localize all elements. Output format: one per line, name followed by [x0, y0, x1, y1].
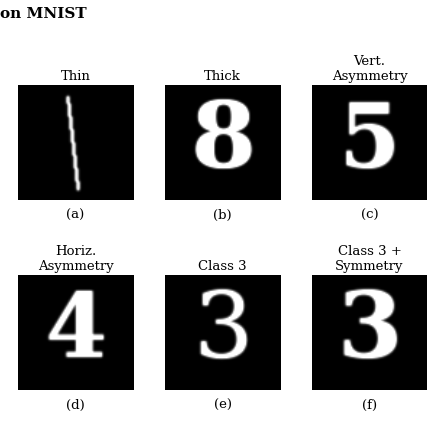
Text: (b): (b)	[213, 209, 232, 222]
Text: Class 3: Class 3	[198, 260, 247, 273]
Text: (c): (c)	[361, 209, 378, 222]
Text: (f): (f)	[362, 399, 377, 412]
Text: Thin: Thin	[60, 70, 91, 83]
Text: (e): (e)	[214, 399, 231, 412]
Text: Horiz.
Asymmetry: Horiz. Asymmetry	[38, 245, 113, 273]
Text: Thick: Thick	[204, 70, 241, 83]
Text: Class 3 +
Symmetry: Class 3 + Symmetry	[335, 245, 404, 273]
Text: Vert.
Asymmetry: Vert. Asymmetry	[332, 55, 408, 83]
Text: (d): (d)	[66, 399, 85, 412]
Text: on MNIST: on MNIST	[0, 7, 87, 21]
Text: (a): (a)	[66, 209, 85, 222]
